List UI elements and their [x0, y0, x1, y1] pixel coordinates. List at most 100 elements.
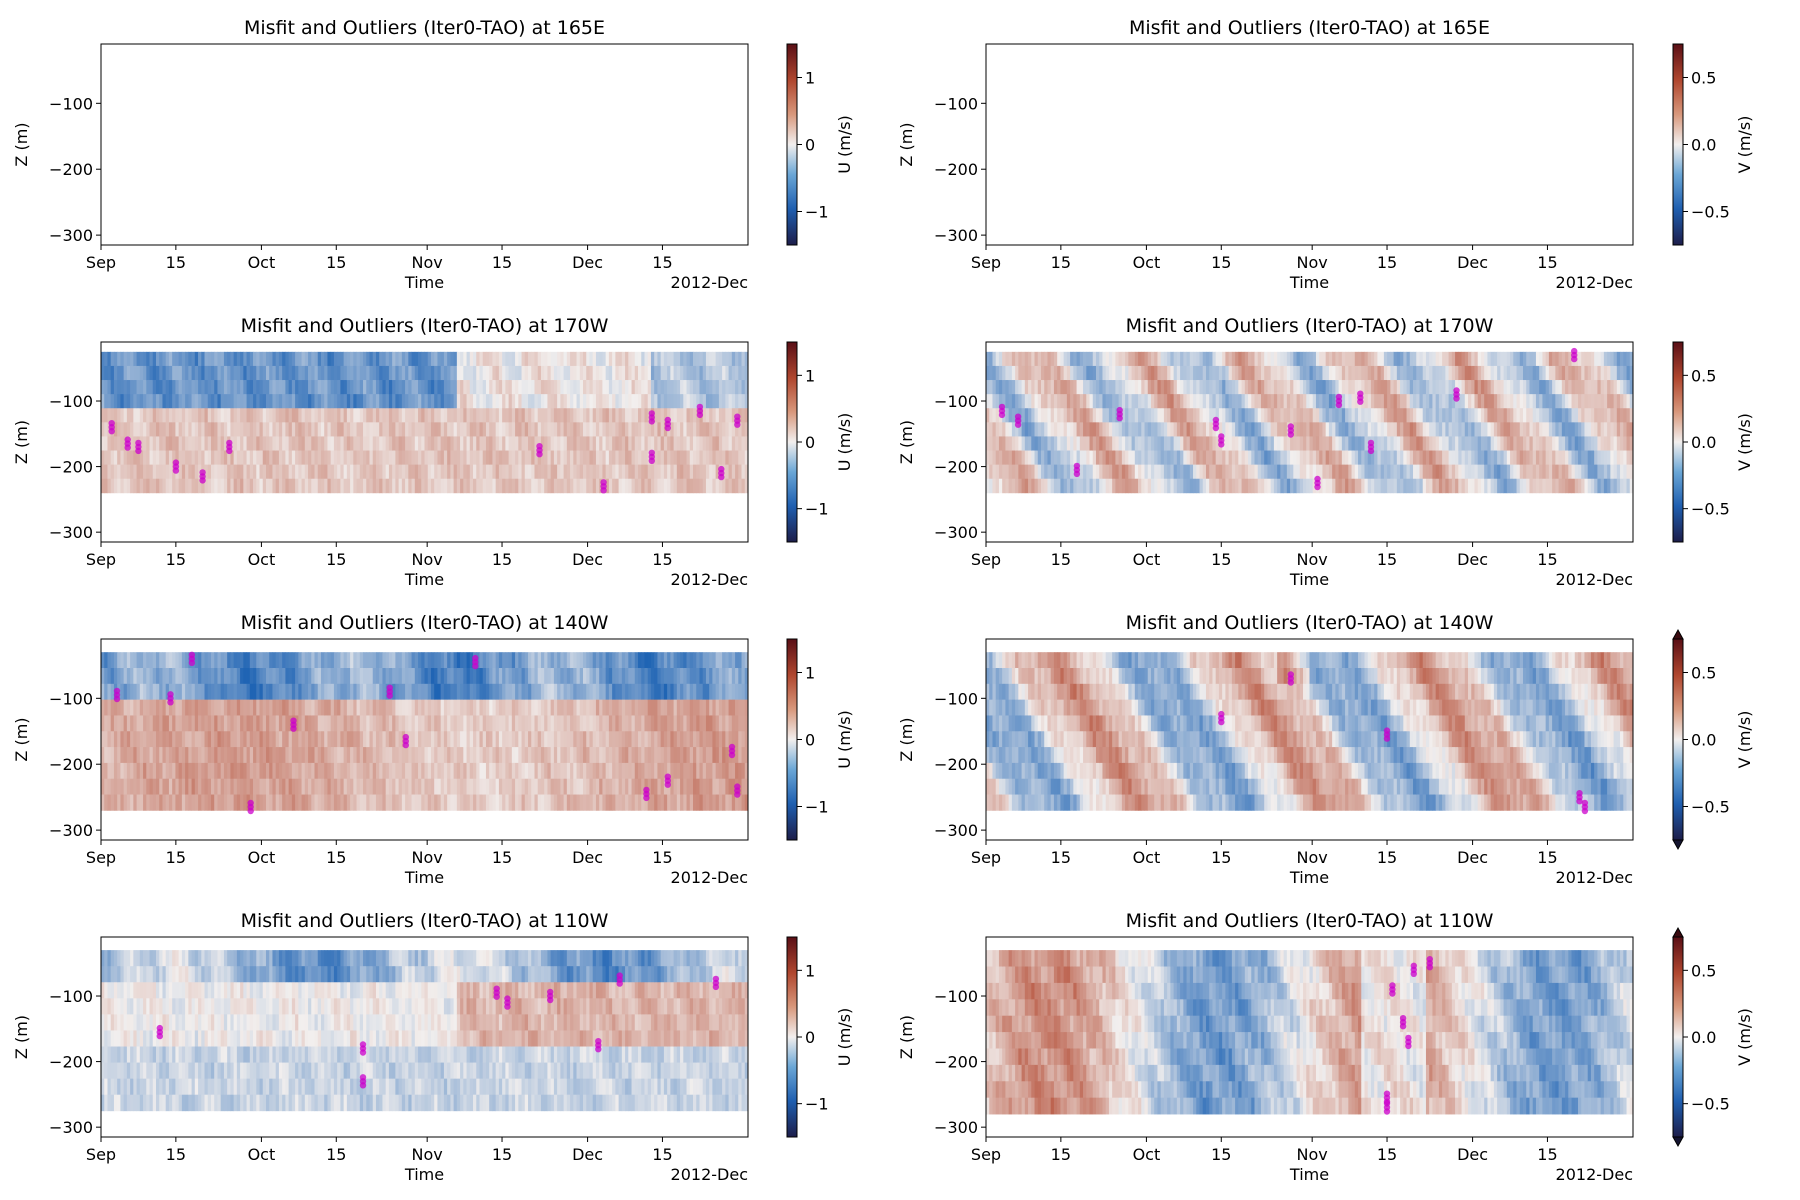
heatmap-cell [156, 408, 160, 423]
heatmap-cell [625, 478, 629, 494]
heatmap-cell [1180, 422, 1184, 437]
heatmap-cell [408, 422, 412, 437]
heatmap-cell [1332, 478, 1336, 494]
heatmap-cell [647, 478, 652, 494]
heatmap-cell [113, 450, 118, 466]
heatmap-cell [566, 365, 571, 381]
heatmap-cell [563, 394, 568, 409]
heatmap-cell [1170, 464, 1175, 480]
heatmap-cell [1205, 394, 1210, 409]
heatmap-cell [1555, 351, 1559, 367]
heatmap-cell [1228, 422, 1233, 437]
heatmap-cell [1506, 436, 1511, 451]
heatmap-cell [162, 422, 167, 437]
heatmap-cell [1205, 380, 1210, 395]
heatmap-cell [1374, 436, 1378, 451]
heatmap-cell [1248, 408, 1252, 423]
heatmap-cell [256, 422, 260, 437]
heatmap-cell [1076, 380, 1081, 395]
heatmap-cell [101, 478, 105, 494]
heatmap-cell [1303, 408, 1307, 423]
heatmap-cell [628, 351, 632, 367]
heatmap-cell [143, 478, 147, 494]
heatmap-cell [1435, 478, 1440, 494]
heatmap-cell [686, 365, 691, 381]
heatmap-cell [379, 351, 383, 367]
heatmap-cell [1002, 365, 1006, 381]
heatmap-cell [230, 365, 235, 381]
heatmap-cell [330, 351, 335, 367]
heatmap-cell [1432, 351, 1437, 367]
heatmap-cell [1623, 464, 1627, 480]
heatmap-cell [298, 668, 302, 685]
heatmap-cell [1429, 365, 1433, 381]
heatmap-cell [165, 351, 170, 367]
heatmap-cell [1244, 422, 1249, 437]
heatmap-cell [1474, 394, 1479, 409]
heatmap-cell [537, 422, 542, 437]
heatmap-cell [308, 794, 312, 811]
heatmap-cell [259, 351, 264, 367]
heatmap-cell [534, 450, 539, 466]
heatmap-cell [207, 394, 212, 409]
heatmap-cell [427, 351, 432, 367]
heatmap-cell [1370, 450, 1375, 466]
heatmap-cell [136, 652, 141, 669]
heatmap-cell [1484, 365, 1488, 381]
heatmap-cell [1154, 380, 1158, 395]
heatmap-cell [511, 380, 516, 395]
heatmap-cell [1503, 408, 1508, 423]
heatmap-cell [233, 436, 238, 451]
heatmap-cell [168, 464, 173, 480]
heatmap-cell [1620, 394, 1624, 409]
heatmap-cell [1523, 464, 1527, 480]
heatmap-cell [327, 464, 332, 480]
heatmap-cell [440, 351, 445, 367]
heatmap-cell [595, 380, 600, 395]
heatmap-cell [1011, 394, 1016, 409]
heatmap-cell [421, 380, 425, 395]
heatmap-cell [1118, 394, 1123, 409]
heatmap-cell [230, 450, 235, 466]
heatmap-cell [1542, 450, 1547, 466]
heatmap-cell [1548, 464, 1553, 480]
heatmap-cell [550, 394, 555, 409]
heatmap-cell [670, 436, 674, 451]
heatmap-cell [285, 683, 290, 701]
heatmap-cell [1235, 422, 1239, 437]
heatmap-cell [1620, 450, 1624, 466]
x-tick-label: 15 [1377, 550, 1397, 569]
heatmap-cell [227, 683, 231, 701]
heatmap-cell [437, 351, 442, 367]
heatmap-cell [1539, 408, 1543, 423]
heatmap-cell [722, 394, 726, 409]
heatmap-cell [359, 478, 364, 494]
heatmap-cell [1170, 365, 1175, 381]
heatmap-cell [269, 715, 273, 732]
heatmap-cell [156, 715, 160, 732]
heatmap-cell [156, 478, 160, 494]
heatmap-cell [644, 450, 649, 466]
heatmap-cell [1089, 478, 1094, 494]
heatmap-cell [372, 365, 377, 381]
heatmap-cell [602, 394, 607, 409]
heatmap-cell [1503, 365, 1508, 381]
heatmap-cell [466, 408, 471, 423]
heatmap-cell [1118, 478, 1123, 494]
heatmap-cell [1011, 464, 1016, 480]
heatmap-cell [253, 715, 257, 732]
heatmap-cell [117, 380, 121, 395]
heatmap-cell [1218, 365, 1223, 381]
heatmap-cell [443, 450, 448, 466]
heatmap-cell [1422, 380, 1427, 395]
heatmap-cell [327, 394, 332, 409]
heatmap-cell [1409, 464, 1414, 480]
heatmap-cell [278, 464, 283, 480]
heatmap-cell [405, 436, 409, 451]
heatmap-cell [204, 683, 209, 701]
heatmap-cell [715, 464, 720, 480]
heatmap-cell [1222, 408, 1226, 423]
heatmap-cell [434, 365, 438, 381]
heatmap-cell [259, 450, 264, 466]
heatmap-cell [1257, 422, 1262, 437]
